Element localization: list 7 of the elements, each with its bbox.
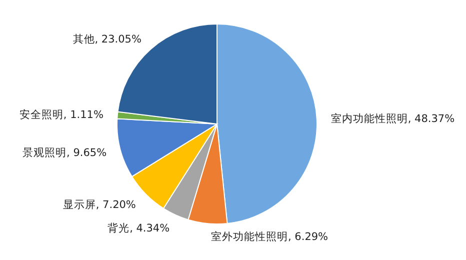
slice-label: 背光, 4.34% <box>108 222 170 235</box>
slice-label: 安全照明, 1.11% <box>19 108 104 122</box>
slice-label: 其他, 23.05% <box>72 32 142 46</box>
slice-label: 景观照明, 9.65% <box>22 147 107 160</box>
slice-label: 室外功能性照明, 6.29% <box>211 230 328 243</box>
slice-label: 显示屏, 7.20% <box>62 199 136 212</box>
slice-label: 室内功能性照明, 48.37% <box>330 112 455 126</box>
